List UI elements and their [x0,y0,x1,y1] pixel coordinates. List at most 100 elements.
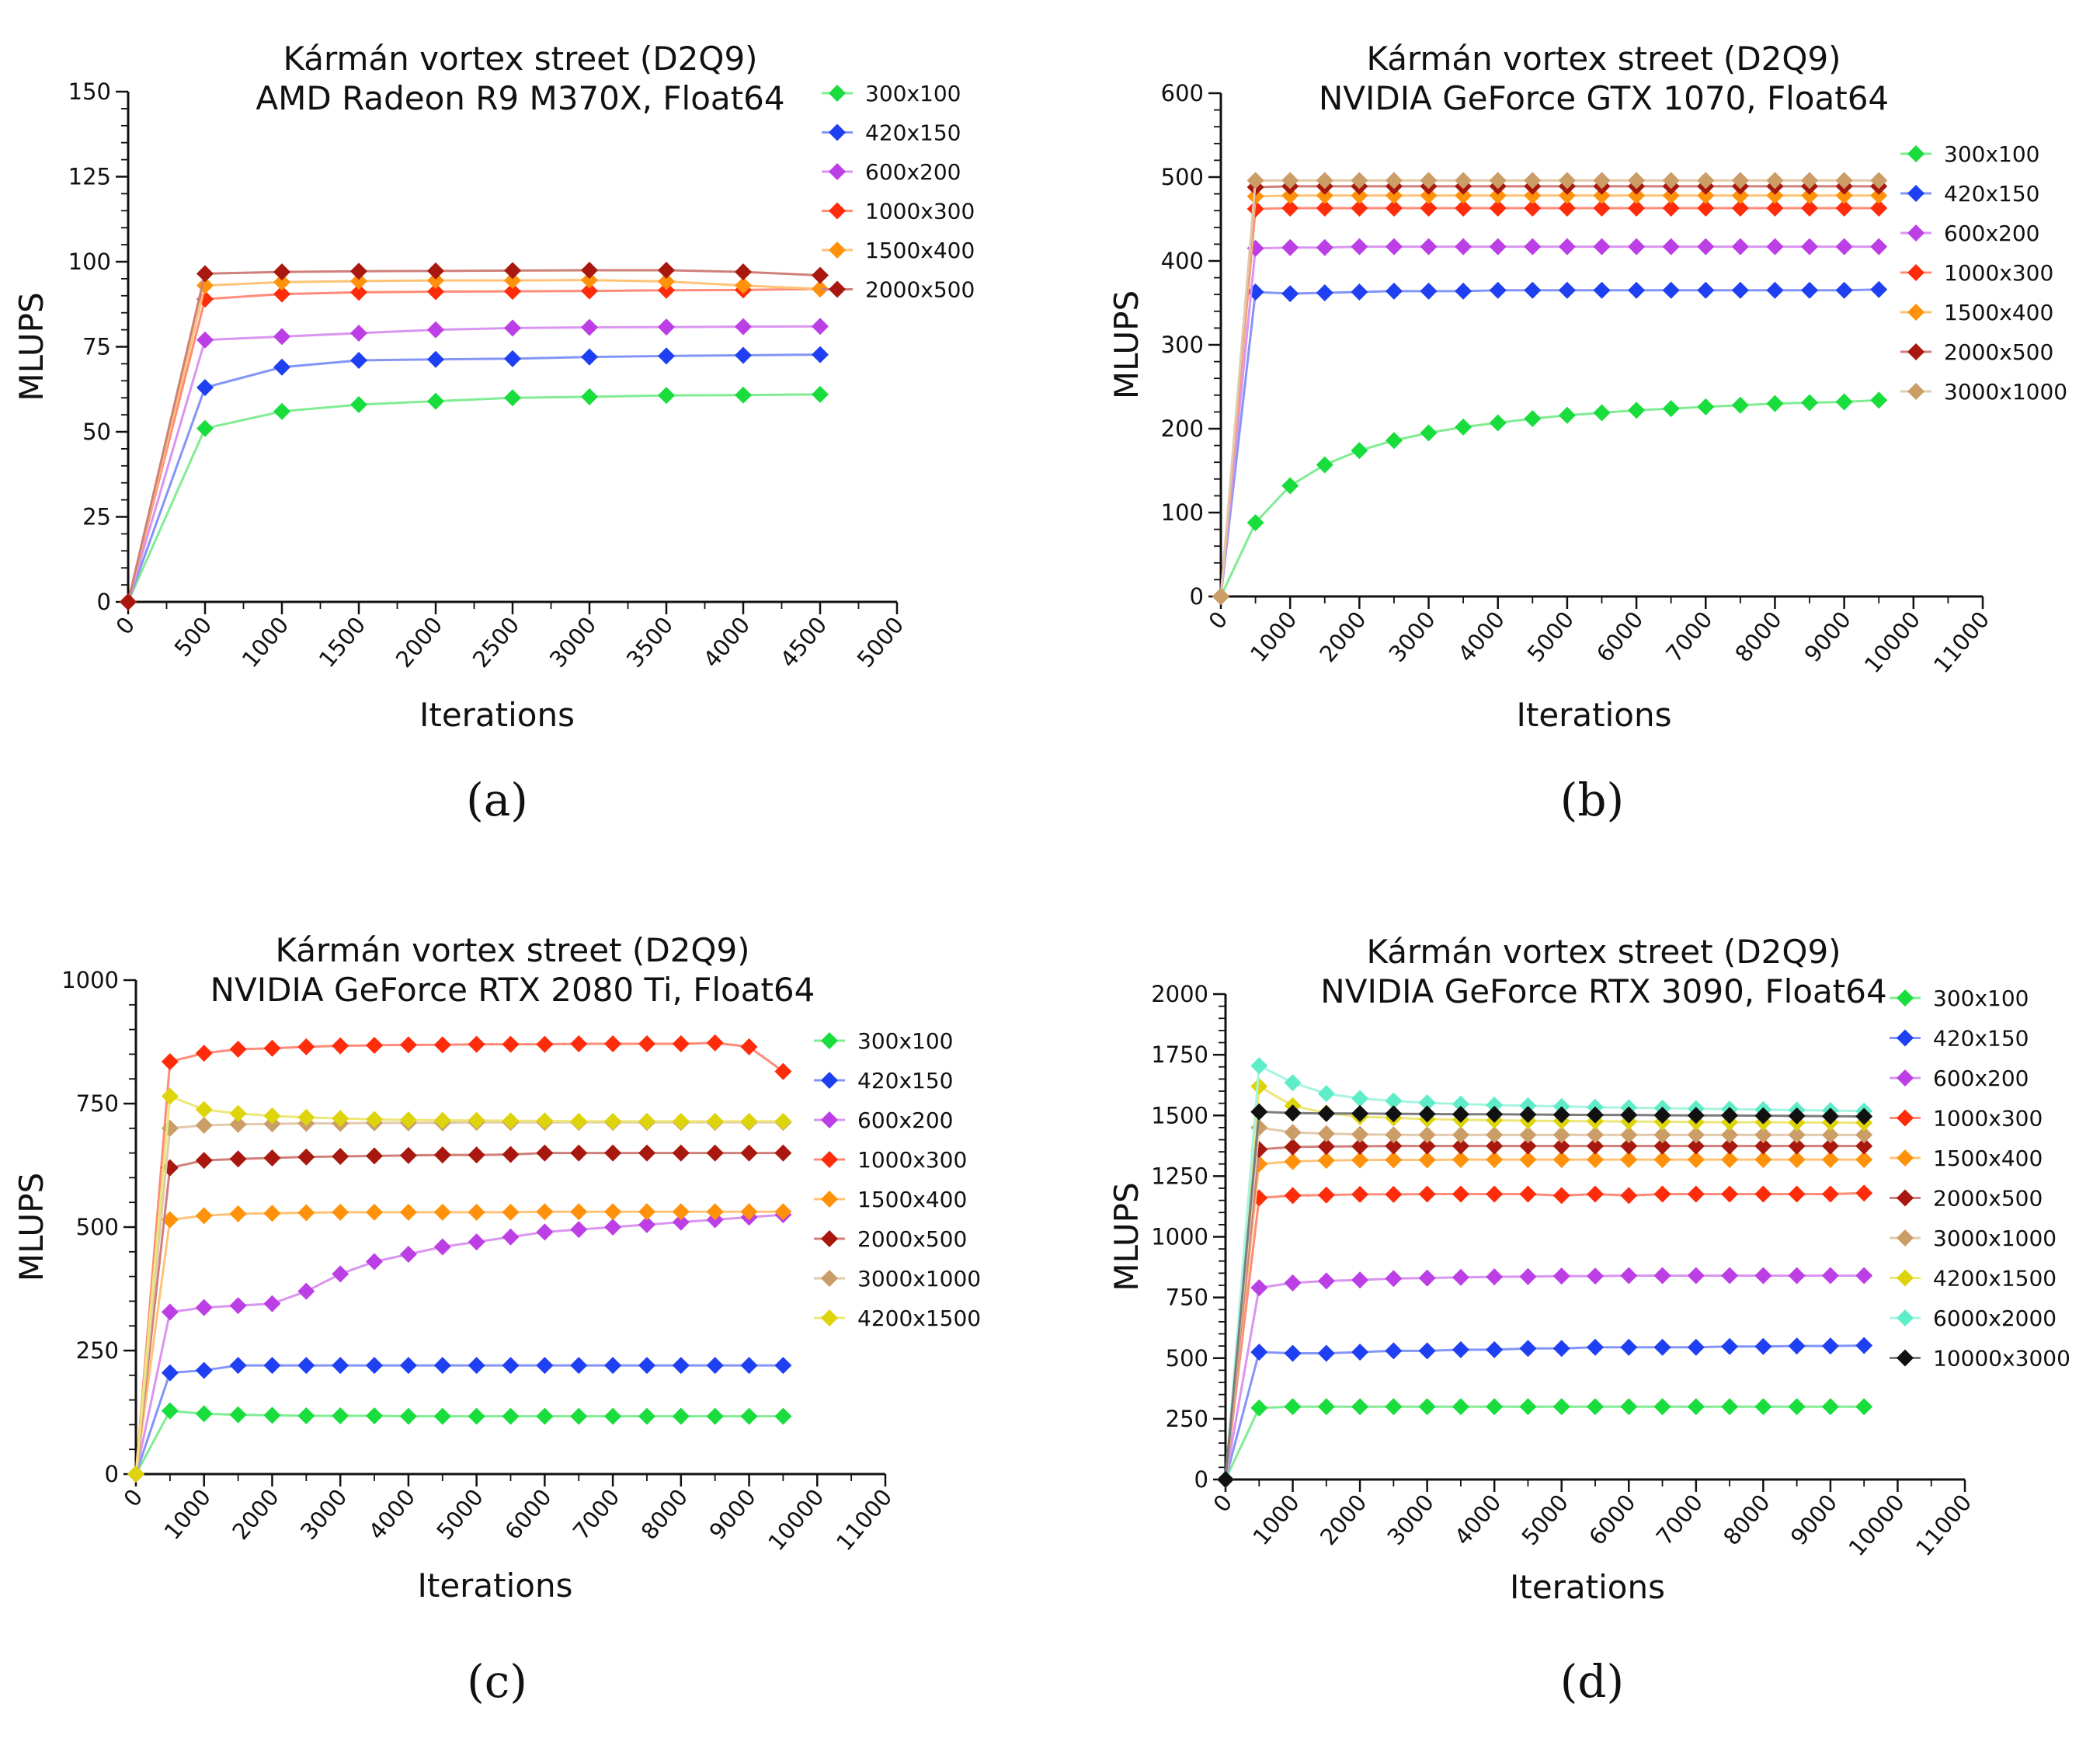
data-point [1351,442,1368,460]
data-point [735,263,752,281]
data-point [740,1038,758,1055]
data-point [504,389,521,407]
data-point [1855,1267,1873,1285]
data-point [1281,172,1299,189]
data-point [427,272,444,290]
series-line [1224,1126,1865,1480]
data-point [1281,186,1299,204]
data-point [468,1203,485,1221]
data-point [1284,1104,1302,1122]
data-point [1316,172,1333,189]
data-point [1754,1267,1772,1285]
data-point [1552,1398,1570,1416]
data-point [1835,186,1853,204]
data-point [1835,199,1853,217]
data-point [332,1203,349,1221]
data-point [658,318,675,336]
data-point [1821,1151,1839,1169]
data-point [1587,1137,1604,1155]
data-point [1870,199,1888,217]
data-point [1385,432,1403,450]
series-600x200 [120,318,829,610]
data-point [1317,1398,1335,1416]
data-point [1628,402,1646,419]
data-point [196,419,214,437]
data-point [297,1282,315,1300]
data-point [427,262,444,280]
legend-entry: 3000x1000 [1933,1226,2057,1251]
data-point [273,358,290,376]
data-point [1821,1137,1839,1155]
data-point [1552,1267,1570,1285]
data-point [1587,1151,1604,1169]
data-point [812,318,829,336]
data-point [1455,186,1472,204]
data-point [1653,1185,1671,1203]
data-point [570,1407,588,1425]
data-point [468,1111,485,1129]
legend-entry: 600x200 [1944,221,2039,246]
data-point [1687,1267,1705,1285]
data-point [1662,186,1680,204]
data-point [1687,1398,1705,1416]
x-tick-label: 7000 [568,1484,624,1545]
x-tick-label: 9000 [1785,1490,1842,1550]
x-tick-label: 5000 [1517,1490,1573,1550]
y-tick-label: 300 [1161,332,1204,358]
data-point [1284,1187,1302,1205]
data-point [1351,1185,1369,1203]
y-tick-label: 250 [76,1337,119,1364]
x-tick-label: 5000 [852,612,909,673]
legend-marker [821,1032,838,1049]
series-300x100 [1212,391,1888,605]
x-tick-label: 2000 [391,612,447,673]
chart-title-line: NVIDIA GeForce RTX 3090, Float64 [1320,972,1886,1010]
y-tick-label: 250 [1166,1406,1208,1432]
data-point [1697,398,1715,416]
legend-marker [1897,1309,1914,1326]
data-point [1455,418,1472,436]
chart-title-line: Kármán vortex street (D2Q9) [1366,40,1841,78]
data-point [1697,199,1715,217]
data-point [735,386,752,404]
legend-marker [1897,1069,1914,1087]
data-point [1351,199,1368,217]
data-point [1870,186,1888,204]
data-point [1385,172,1403,189]
data-point [1697,281,1715,299]
data-point [350,324,367,342]
data-point [1455,282,1472,300]
data-point [427,350,444,368]
data-point [1821,1398,1839,1416]
data-point [1316,238,1333,256]
series-line [134,1364,784,1475]
legend-marker [1897,1029,1914,1047]
data-point [1317,1272,1335,1290]
data-point [1593,186,1611,204]
data-point [536,1203,554,1221]
data-point [1653,1106,1671,1124]
data-point [1246,172,1264,189]
data-point [332,1265,349,1283]
x-tick-label: 8000 [1730,607,1786,667]
data-point [1835,393,1853,411]
data-point [502,1228,520,1246]
data-point [1593,281,1611,299]
legend-entry: 1500x400 [1933,1146,2043,1171]
data-point [1788,1267,1806,1285]
data-point [581,261,598,279]
data-point [570,1112,588,1130]
data-point [1385,1126,1403,1144]
data-point [427,392,444,410]
data-point [433,1407,451,1425]
data-point [1628,186,1646,204]
data-point [1587,1398,1604,1416]
data-point [1687,1151,1705,1169]
data-point [1455,172,1472,189]
series-600x200 [127,1206,792,1483]
data-point [468,1357,485,1375]
data-point [468,1035,485,1053]
data-point [1385,1342,1403,1360]
data-point [1766,395,1784,412]
legend-marker [821,1270,838,1287]
